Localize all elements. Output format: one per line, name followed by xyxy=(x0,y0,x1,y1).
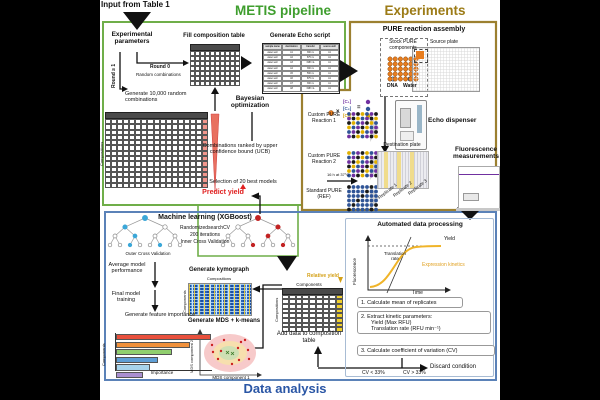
experimental-parameters-label: Experimental parameters xyxy=(111,31,153,46)
cv-high-label: CV > 33% xyxy=(403,370,426,376)
automated-processing-panel xyxy=(345,218,494,377)
step3-box: 3. Calculate coefficient of variation (C… xyxy=(357,345,495,356)
ml-line3: Inner Cross Validation xyxy=(180,239,230,245)
source-plate xyxy=(412,47,480,92)
input-label: Input from Table 1 xyxy=(101,0,170,9)
equals-sign: = xyxy=(357,105,361,111)
water-label: Water xyxy=(403,83,417,89)
pure-assembly-label: PURE reaction assembly xyxy=(382,26,466,33)
mds-ylabel: MDS component 2 xyxy=(189,339,194,373)
standard-pure-label: Standard PURE (REF) xyxy=(306,188,342,200)
random-combinations-label: Random combinations xyxy=(136,72,181,77)
c1-label: [C₁] xyxy=(343,99,352,104)
bayesian-label: Bayesian optimization xyxy=(230,95,270,110)
generate-10000-label: Generate 10,000 random combinations xyxy=(125,91,187,104)
source-plate-filled-wells xyxy=(413,48,428,63)
metis-title: METIS pipeline xyxy=(234,3,331,18)
mds-points xyxy=(210,338,251,366)
plot-xlabel: Time xyxy=(412,290,423,296)
mds-xlabel: MDS component 1 xyxy=(212,375,250,380)
bars-ylabel: Components xyxy=(101,343,106,366)
random-combinations-matrix xyxy=(105,112,209,188)
kymograph-image xyxy=(188,283,252,316)
final-model-label: Final model training xyxy=(111,291,141,304)
relative-yield-label: Relative yield xyxy=(307,273,339,279)
add-data-label: Add data to composition table xyxy=(276,331,342,344)
round0-label: Round 0 xyxy=(150,64,170,70)
stock-pure-label: Stock PURE components xyxy=(389,39,417,51)
kymograph-label: Generate kymograph xyxy=(188,267,250,273)
mds-label: Generate MDS + k-means xyxy=(187,318,261,324)
matrix-compositions-label: Compositions xyxy=(99,141,104,166)
fill-composition-label: Fill composition table xyxy=(183,33,245,39)
discard-label: Discard condition xyxy=(430,364,477,370)
results-composition-table xyxy=(282,288,344,332)
data-analysis-title: Data analysis xyxy=(243,381,327,396)
echo-dispenser-icon xyxy=(395,100,427,150)
outer-cv-label: Outer Cross Validation xyxy=(125,251,171,256)
c3-label: [C₃] xyxy=(343,113,352,118)
selection-models-label: Selection of 20 best models xyxy=(209,179,277,185)
experiments-title: Experiments xyxy=(384,3,466,18)
kymo-ylabel: Components xyxy=(182,290,187,313)
c2-label: [C₂] xyxy=(343,106,352,111)
add-table-components-label: Components xyxy=(296,282,322,287)
ml-line2: 200 iterations xyxy=(189,232,221,238)
custom-pure2-label: Custom PURE Reaction 2 xyxy=(307,153,341,165)
plot-yield-label: Yield xyxy=(444,236,455,242)
plate-reader-icon xyxy=(458,166,500,210)
fluorescence-label: Fluorescence measurements xyxy=(453,146,499,161)
predict-yield-label: Predict yield xyxy=(202,189,244,196)
round-ge1-label: Round ≥ 1 xyxy=(111,63,117,88)
incubation-label: 16 h at 37°C xyxy=(327,172,350,177)
times-sign: × xyxy=(336,109,340,115)
plot-translation-label: Translation rate xyxy=(383,251,407,262)
step1-box: 1. Calculate mean of replicates xyxy=(357,297,463,308)
step2-box: 2. Extract kinetic parameters: Yield (Ma… xyxy=(357,311,491,334)
input-arrow-icon xyxy=(123,12,151,30)
add-table-compositions-label: Compositions xyxy=(274,297,279,322)
automated-title: Automated data processing xyxy=(377,221,463,228)
feature-importance-label: Generate feature importance xyxy=(124,312,196,318)
plate-reader-base xyxy=(456,208,500,211)
cv-low-label: CV < 33% xyxy=(362,370,385,376)
table-to-echo-arrow-icon xyxy=(241,56,252,70)
avg-model-label: Average model performance xyxy=(108,262,146,275)
custom-pure1-label: Custom PURE Reaction 1 xyxy=(307,112,341,124)
to-experiments-arrow-icon xyxy=(340,60,358,82)
destination-plate-label: Destination plate xyxy=(383,142,421,148)
importance-xlabel: Importance xyxy=(150,370,174,375)
echo-dispenser-label: Echo dispenser xyxy=(428,117,477,124)
ml-down-arrow-icon xyxy=(277,256,297,271)
generate-echo-label: Generate Echo script xyxy=(269,33,331,39)
kymo-xlabel: Compositions xyxy=(206,276,232,281)
feature-importance-chart xyxy=(115,333,212,379)
plot-kinetics-label: Expression kinetics xyxy=(422,262,465,268)
ucb-label: Combinations ranked by upper confidence … xyxy=(202,143,278,156)
source-plate-label: Source plate xyxy=(429,39,459,45)
composition-table-grid xyxy=(190,44,240,86)
destination-plate xyxy=(377,151,429,189)
ml-line1: RandomizedsearchCV xyxy=(179,225,231,231)
kmeans-centroids xyxy=(225,350,235,356)
dna-label: DNA xyxy=(387,83,398,89)
ml-title: Machine learning (XGBoost) xyxy=(158,214,252,221)
plot-ylabel: Fluorescence xyxy=(352,257,357,285)
